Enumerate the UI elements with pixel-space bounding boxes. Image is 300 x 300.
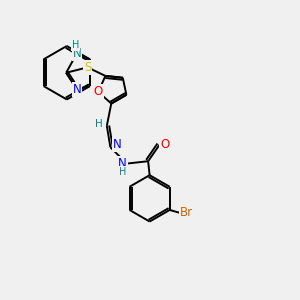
Text: H: H: [72, 40, 79, 50]
Text: N: N: [73, 47, 81, 60]
Text: N: N: [73, 82, 81, 96]
Text: S: S: [84, 61, 91, 74]
Text: N: N: [112, 138, 121, 152]
Text: O: O: [94, 85, 103, 98]
Text: H: H: [118, 167, 126, 177]
Text: N: N: [118, 157, 127, 170]
Text: H: H: [94, 119, 102, 129]
Text: Br: Br: [179, 206, 193, 219]
Text: O: O: [160, 138, 170, 152]
